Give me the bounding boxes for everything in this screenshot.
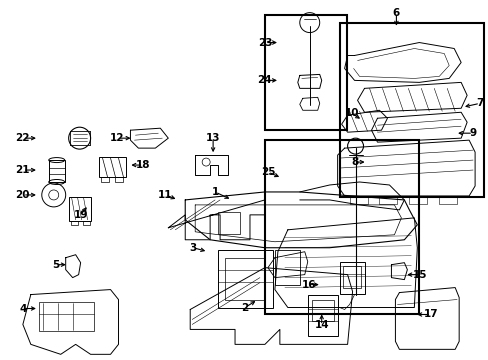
Text: 14: 14 bbox=[314, 320, 328, 330]
Bar bbox=[68, 197, 90, 221]
Bar bbox=[379, 196, 397, 204]
Bar bbox=[218, 250, 272, 307]
Text: 2: 2 bbox=[241, 302, 248, 312]
Text: 13: 13 bbox=[205, 133, 220, 143]
Bar bbox=[71, 221, 78, 225]
Bar bbox=[218, 212, 240, 234]
Text: 18: 18 bbox=[136, 160, 150, 170]
Text: 21: 21 bbox=[16, 165, 30, 175]
Bar bbox=[101, 177, 108, 182]
Text: 6: 6 bbox=[392, 8, 399, 18]
Bar bbox=[342, 266, 360, 288]
Bar bbox=[115, 177, 123, 182]
Bar bbox=[311, 300, 333, 321]
Text: 11: 11 bbox=[158, 190, 172, 200]
Bar bbox=[307, 294, 337, 336]
Text: 19: 19 bbox=[73, 210, 88, 220]
Text: 9: 9 bbox=[468, 128, 476, 138]
Text: 17: 17 bbox=[423, 310, 438, 319]
Text: 15: 15 bbox=[412, 270, 427, 280]
Bar bbox=[264, 15, 346, 130]
Text: 20: 20 bbox=[16, 190, 30, 200]
Text: 23: 23 bbox=[257, 37, 272, 48]
Bar bbox=[274, 250, 299, 285]
Text: 22: 22 bbox=[16, 133, 30, 143]
Bar bbox=[39, 302, 93, 332]
Text: 5: 5 bbox=[52, 260, 59, 270]
Text: 4: 4 bbox=[19, 303, 26, 314]
Text: 25: 25 bbox=[260, 167, 275, 177]
Text: 1: 1 bbox=[211, 187, 218, 197]
Text: 3: 3 bbox=[189, 243, 197, 253]
Bar bbox=[82, 221, 89, 225]
Text: 16: 16 bbox=[301, 280, 315, 289]
Bar bbox=[339, 23, 483, 197]
Bar bbox=[99, 157, 126, 177]
Bar bbox=[349, 196, 367, 204]
Bar bbox=[339, 262, 364, 293]
Bar bbox=[49, 160, 64, 182]
Bar bbox=[224, 258, 264, 300]
Text: 8: 8 bbox=[350, 157, 358, 167]
Text: 10: 10 bbox=[344, 108, 358, 118]
Text: 12: 12 bbox=[110, 133, 124, 143]
Bar bbox=[438, 196, 456, 204]
Text: 7: 7 bbox=[475, 98, 483, 108]
Bar bbox=[408, 196, 427, 204]
Text: 24: 24 bbox=[257, 75, 272, 85]
Bar bbox=[264, 140, 419, 315]
